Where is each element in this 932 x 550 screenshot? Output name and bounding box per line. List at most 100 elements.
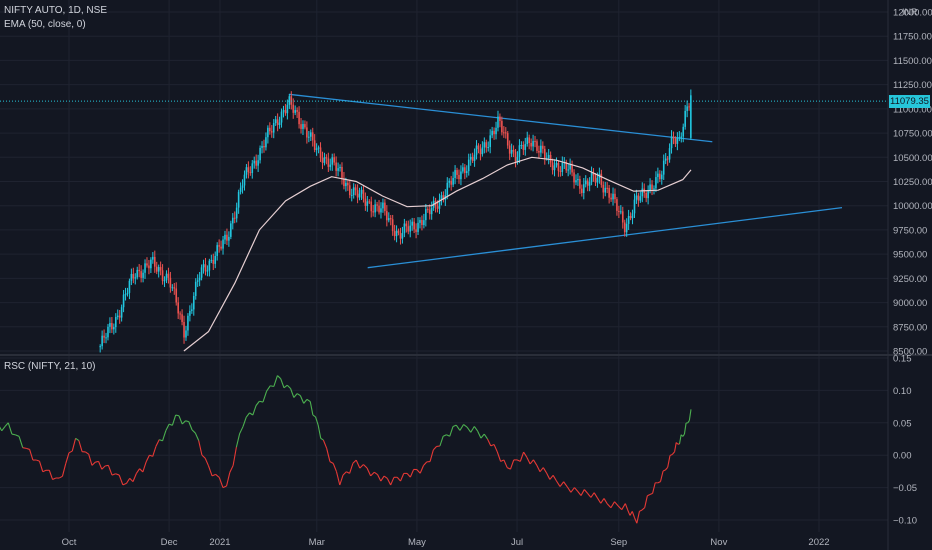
candle-body <box>148 265 150 269</box>
rsc-segment <box>42 469 47 473</box>
rsc-segment <box>614 501 619 507</box>
candle-body <box>286 104 289 114</box>
candle-body <box>473 154 476 161</box>
candle-body <box>506 133 509 146</box>
candle-body <box>458 174 460 180</box>
time-axis[interactable]: Oct Dec 2021 Mar May Jul Sep Nov 2022 <box>62 537 830 548</box>
rsc-segment <box>555 480 561 487</box>
rsc-segment <box>145 454 150 463</box>
rsc-tick-label: −0.10 <box>893 516 917 527</box>
candle-body <box>138 269 140 272</box>
candle-body <box>155 266 158 272</box>
candle-body <box>549 155 552 163</box>
candle-body <box>688 106 690 108</box>
candle-body <box>345 182 347 187</box>
rsc-segment <box>303 399 308 404</box>
rsc-segment <box>349 463 354 474</box>
candle-body <box>534 141 536 143</box>
candle-body <box>493 130 495 135</box>
candle-body <box>631 213 634 219</box>
rsc-segment <box>678 434 682 445</box>
price-axis[interactable]: 12000.00 11750.00 11500.00 11250.00 11000.00… <box>893 8 932 358</box>
candle-body <box>163 280 166 282</box>
candle-body <box>124 294 127 296</box>
candle-body <box>660 174 663 180</box>
candle-body <box>249 172 252 174</box>
price-tick-label: 10250.00 <box>893 177 932 188</box>
rsc-tick-label: −0.05 <box>893 483 917 494</box>
rsc-segment <box>162 430 167 442</box>
rsc-line <box>0 375 692 524</box>
candle-body <box>204 264 207 272</box>
candle-body <box>161 270 164 281</box>
candle-body <box>436 206 439 209</box>
candle-body <box>411 221 413 226</box>
candle-body <box>169 277 172 288</box>
candle-body <box>276 119 279 125</box>
candle-body <box>419 220 421 223</box>
candle-body <box>319 147 322 158</box>
rsc-segment <box>339 474 344 486</box>
rsc-segment <box>432 446 438 451</box>
candle-body <box>253 160 256 164</box>
rsc-segment <box>201 454 206 459</box>
candle-body <box>101 335 103 347</box>
candle-body <box>674 138 677 144</box>
rsc-panel-label[interactable]: RSC (NIFTY, 21, 10) <box>4 361 96 372</box>
price-tick-label: 9750.00 <box>893 225 927 236</box>
rsc-segment <box>155 439 160 447</box>
candle-body <box>653 188 655 190</box>
candle-body <box>251 163 254 173</box>
rsc-segment <box>286 384 291 389</box>
candle-body <box>575 180 577 183</box>
candle-body <box>522 144 525 150</box>
candle-body <box>467 159 470 172</box>
candle-body <box>337 168 339 171</box>
rsc-segment <box>509 459 515 470</box>
rsc-segment <box>606 503 612 509</box>
candle-body <box>423 220 425 226</box>
candle-body <box>662 160 665 175</box>
candle-body <box>360 189 363 194</box>
rsc-segment <box>312 414 316 418</box>
candle-body <box>99 346 101 348</box>
candle-body <box>573 172 575 183</box>
rsc-segment <box>664 466 669 471</box>
candle-body <box>407 226 410 232</box>
candle-body <box>339 166 341 169</box>
candle-body <box>405 223 408 227</box>
rsc-segment <box>215 473 220 478</box>
candle-body <box>579 179 581 189</box>
chart-title[interactable]: NIFTY AUTO, 1D, NSE <box>4 5 107 16</box>
rsc-axis[interactable]: 0.15 0.10 0.05 0.00 −0.05 −0.10 <box>893 354 917 527</box>
ema-indicator-label[interactable]: EMA (50, close, 0) <box>4 19 86 30</box>
candle-body <box>526 137 529 145</box>
candle-body <box>389 218 392 220</box>
candle-body <box>442 195 445 200</box>
candle-body <box>380 208 382 213</box>
candle-body <box>614 193 616 200</box>
rsc-segment <box>245 412 250 418</box>
candle-body <box>308 136 310 138</box>
time-tick-label: 2022 <box>808 537 829 548</box>
candle-body <box>109 323 111 327</box>
candle-body <box>629 215 632 219</box>
candle-body <box>456 170 458 175</box>
rsc-segment <box>159 439 163 442</box>
rsc-segment <box>563 481 568 488</box>
candle-body <box>136 269 139 278</box>
price-tick-label: 12000.00 <box>893 8 932 19</box>
rsc-segment <box>549 474 554 480</box>
candle-body <box>571 164 573 173</box>
rsc-segment <box>631 511 636 518</box>
rsc-segment <box>363 464 368 469</box>
candle-body <box>489 135 491 148</box>
candle-body <box>157 267 160 272</box>
rsc-segment <box>48 470 54 480</box>
candle-body <box>304 124 306 128</box>
rsc-segment <box>335 471 341 486</box>
candle-body <box>120 307 123 318</box>
candle-body <box>261 145 263 148</box>
candle-body <box>116 315 119 317</box>
